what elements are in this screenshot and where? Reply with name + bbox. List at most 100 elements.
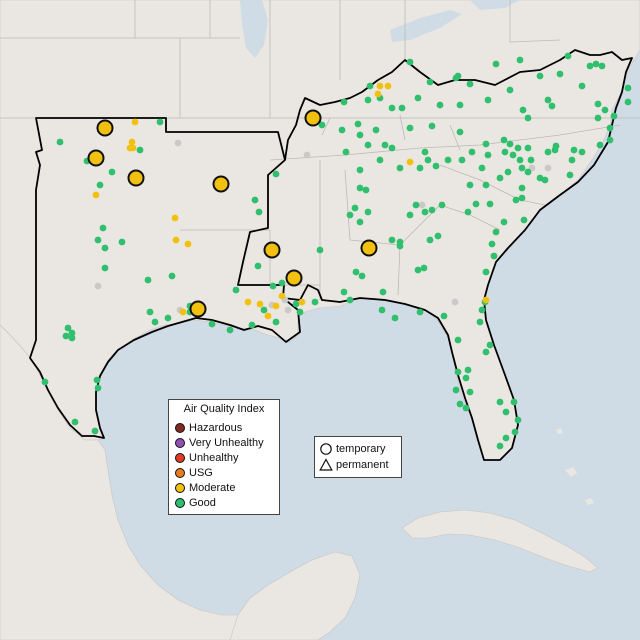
- good-monitor[interactable]: [338, 126, 346, 134]
- good-monitor[interactable]: [544, 96, 552, 104]
- moderate-monitor[interactable]: [264, 312, 272, 320]
- good-monitor[interactable]: [482, 268, 490, 276]
- moderate-temporary-monitor[interactable]: [212, 175, 230, 193]
- good-monitor[interactable]: [62, 332, 70, 340]
- good-monitor[interactable]: [356, 131, 364, 139]
- good-monitor[interactable]: [570, 146, 578, 154]
- good-monitor[interactable]: [592, 60, 600, 68]
- good-monitor[interactable]: [372, 126, 380, 134]
- good-monitor[interactable]: [354, 120, 362, 128]
- good-monitor[interactable]: [99, 224, 107, 232]
- good-monitor[interactable]: [56, 138, 64, 146]
- good-monitor[interactable]: [414, 266, 422, 274]
- good-monitor[interactable]: [366, 82, 374, 90]
- good-monitor[interactable]: [544, 148, 552, 156]
- good-monitor[interactable]: [426, 236, 434, 244]
- no-data-monitor[interactable]: [418, 201, 426, 209]
- moderate-temporary-monitor[interactable]: [127, 169, 145, 187]
- good-monitor[interactable]: [511, 428, 519, 436]
- good-monitor[interactable]: [466, 388, 474, 396]
- moderate-temporary-monitor[interactable]: [360, 239, 378, 257]
- good-monitor[interactable]: [156, 118, 164, 126]
- good-monitor[interactable]: [168, 272, 176, 280]
- good-monitor[interactable]: [424, 156, 432, 164]
- good-monitor[interactable]: [596, 141, 604, 149]
- good-monitor[interactable]: [346, 211, 354, 219]
- good-monitor[interactable]: [398, 104, 406, 112]
- good-monitor[interactable]: [527, 156, 535, 164]
- good-monitor[interactable]: [520, 216, 528, 224]
- good-monitor[interactable]: [578, 148, 586, 156]
- good-monitor[interactable]: [340, 288, 348, 296]
- moderate-monitor[interactable]: [126, 144, 134, 152]
- good-monitor[interactable]: [506, 86, 514, 94]
- moderate-monitor[interactable]: [184, 240, 192, 248]
- good-monitor[interactable]: [416, 164, 424, 172]
- good-monitor[interactable]: [452, 386, 460, 394]
- good-monitor[interactable]: [146, 308, 154, 316]
- good-monitor[interactable]: [251, 196, 259, 204]
- no-data-monitor[interactable]: [544, 164, 552, 172]
- moderate-temporary-monitor[interactable]: [189, 300, 207, 318]
- good-monitor[interactable]: [436, 101, 444, 109]
- moderate-monitor[interactable]: [244, 298, 252, 306]
- good-monitor[interactable]: [506, 140, 514, 148]
- good-monitor[interactable]: [432, 162, 440, 170]
- no-data-monitor[interactable]: [174, 139, 182, 147]
- good-monitor[interactable]: [500, 218, 508, 226]
- no-data-monitor[interactable]: [94, 282, 102, 290]
- good-monitor[interactable]: [421, 208, 429, 216]
- good-monitor[interactable]: [502, 434, 510, 442]
- good-monitor[interactable]: [434, 232, 442, 240]
- good-monitor[interactable]: [118, 238, 126, 246]
- moderate-temporary-monitor[interactable]: [87, 149, 105, 167]
- good-monitor[interactable]: [438, 201, 446, 209]
- moderate-temporary-monitor[interactable]: [304, 109, 322, 127]
- good-monitor[interactable]: [316, 246, 324, 254]
- good-monitor[interactable]: [548, 102, 556, 110]
- good-monitor[interactable]: [598, 62, 606, 70]
- good-monitor[interactable]: [578, 82, 586, 90]
- good-monitor[interactable]: [516, 56, 524, 64]
- good-monitor[interactable]: [164, 314, 172, 322]
- good-monitor[interactable]: [536, 174, 544, 182]
- good-monitor[interactable]: [444, 156, 452, 164]
- good-monitor[interactable]: [478, 164, 486, 172]
- good-monitor[interactable]: [482, 181, 490, 189]
- good-monitor[interactable]: [518, 164, 526, 172]
- good-monitor[interactable]: [518, 184, 526, 192]
- good-monitor[interactable]: [472, 200, 480, 208]
- good-monitor[interactable]: [454, 336, 462, 344]
- good-monitor[interactable]: [524, 114, 532, 122]
- good-monitor[interactable]: [208, 320, 216, 328]
- good-monitor[interactable]: [362, 186, 370, 194]
- good-monitor[interactable]: [376, 156, 384, 164]
- moderate-monitor[interactable]: [272, 302, 280, 310]
- good-monitor[interactable]: [144, 276, 152, 284]
- good-monitor[interactable]: [601, 106, 609, 114]
- good-monitor[interactable]: [94, 384, 102, 392]
- good-monitor[interactable]: [610, 112, 618, 120]
- good-monitor[interactable]: [406, 58, 414, 66]
- good-monitor[interactable]: [108, 168, 116, 176]
- good-monitor[interactable]: [101, 264, 109, 272]
- good-monitor[interactable]: [504, 168, 512, 176]
- good-monitor[interactable]: [492, 60, 500, 68]
- good-monitor[interactable]: [496, 174, 504, 182]
- good-monitor[interactable]: [568, 156, 576, 164]
- good-monitor[interactable]: [93, 376, 101, 384]
- good-monitor[interactable]: [356, 218, 364, 226]
- good-monitor[interactable]: [364, 208, 372, 216]
- moderate-monitor[interactable]: [482, 296, 490, 304]
- good-monitor[interactable]: [64, 324, 72, 332]
- good-monitor[interactable]: [509, 151, 517, 159]
- good-monitor[interactable]: [454, 368, 462, 376]
- good-monitor[interactable]: [456, 128, 464, 136]
- good-monitor[interactable]: [524, 168, 532, 176]
- good-monitor[interactable]: [516, 156, 524, 164]
- good-monitor[interactable]: [342, 148, 350, 156]
- good-monitor[interactable]: [340, 98, 348, 106]
- good-monitor[interactable]: [378, 306, 386, 314]
- good-monitor[interactable]: [518, 194, 526, 202]
- good-monitor[interactable]: [318, 121, 326, 129]
